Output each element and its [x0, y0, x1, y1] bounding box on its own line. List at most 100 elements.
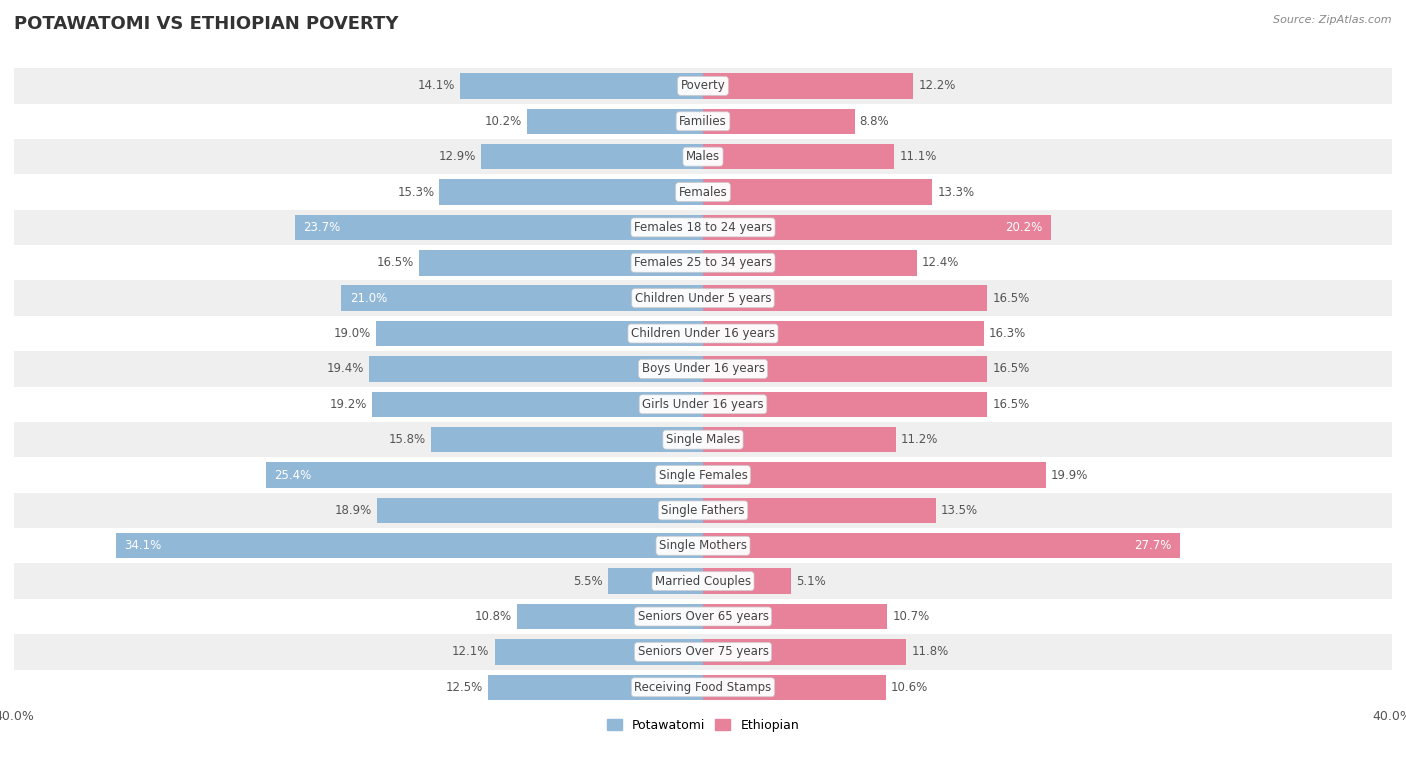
Text: 5.1%: 5.1%	[796, 575, 825, 587]
Text: Males: Males	[686, 150, 720, 163]
Text: 19.0%: 19.0%	[333, 327, 371, 340]
Bar	[14, 210, 1392, 245]
Bar	[527, 108, 703, 134]
Text: 16.5%: 16.5%	[377, 256, 413, 269]
Bar	[488, 675, 703, 700]
Bar	[14, 599, 1392, 634]
Bar	[703, 604, 887, 629]
Text: Poverty: Poverty	[681, 80, 725, 92]
Bar	[609, 568, 703, 594]
Bar	[342, 286, 703, 311]
Bar	[14, 104, 1392, 139]
Text: Females 18 to 24 years: Females 18 to 24 years	[634, 221, 772, 234]
Bar	[266, 462, 703, 487]
Legend: Potawatomi, Ethiopian: Potawatomi, Ethiopian	[602, 714, 804, 737]
Bar	[703, 533, 1180, 559]
Text: 13.3%: 13.3%	[938, 186, 974, 199]
Text: Families: Families	[679, 114, 727, 128]
Bar	[14, 245, 1392, 280]
Text: 10.7%: 10.7%	[893, 610, 929, 623]
Text: 11.2%: 11.2%	[901, 433, 938, 446]
Text: 5.5%: 5.5%	[574, 575, 603, 587]
Bar	[14, 351, 1392, 387]
Bar	[14, 316, 1392, 351]
Bar	[115, 533, 703, 559]
Text: 14.1%: 14.1%	[418, 80, 456, 92]
Bar	[481, 144, 703, 169]
Text: 12.2%: 12.2%	[918, 80, 956, 92]
Bar	[14, 387, 1392, 422]
Text: Single Mothers: Single Mothers	[659, 539, 747, 553]
Text: 11.1%: 11.1%	[900, 150, 936, 163]
Bar	[14, 457, 1392, 493]
Text: 34.1%: 34.1%	[124, 539, 162, 553]
Text: 10.8%: 10.8%	[475, 610, 512, 623]
Text: 19.4%: 19.4%	[326, 362, 364, 375]
Text: Children Under 5 years: Children Under 5 years	[634, 292, 772, 305]
Bar	[703, 639, 907, 665]
Bar	[14, 563, 1392, 599]
Bar	[419, 250, 703, 275]
Text: 10.2%: 10.2%	[485, 114, 522, 128]
Bar	[703, 356, 987, 381]
Text: 16.3%: 16.3%	[988, 327, 1026, 340]
Bar	[373, 392, 703, 417]
Bar	[430, 427, 703, 453]
Text: 23.7%: 23.7%	[304, 221, 340, 234]
Text: 8.8%: 8.8%	[859, 114, 890, 128]
Bar	[440, 180, 703, 205]
Text: 15.3%: 15.3%	[396, 186, 434, 199]
Bar	[14, 139, 1392, 174]
Text: Single Fathers: Single Fathers	[661, 504, 745, 517]
Text: 15.8%: 15.8%	[388, 433, 426, 446]
Bar	[703, 498, 935, 523]
Text: 10.6%: 10.6%	[891, 681, 928, 694]
Text: 12.9%: 12.9%	[439, 150, 475, 163]
Text: 20.2%: 20.2%	[1005, 221, 1042, 234]
Bar	[703, 180, 932, 205]
Text: 16.5%: 16.5%	[993, 362, 1029, 375]
Bar	[703, 250, 917, 275]
Text: 19.2%: 19.2%	[330, 398, 367, 411]
Bar	[375, 321, 703, 346]
Text: 12.5%: 12.5%	[446, 681, 482, 694]
Bar	[703, 675, 886, 700]
Bar	[368, 356, 703, 381]
Bar	[703, 74, 912, 99]
Bar	[703, 144, 894, 169]
Text: Females 25 to 34 years: Females 25 to 34 years	[634, 256, 772, 269]
Bar	[703, 286, 987, 311]
Text: 16.5%: 16.5%	[993, 292, 1029, 305]
Text: POTAWATOMI VS ETHIOPIAN POVERTY: POTAWATOMI VS ETHIOPIAN POVERTY	[14, 15, 398, 33]
Bar	[377, 498, 703, 523]
Bar	[703, 462, 1046, 487]
Text: 19.9%: 19.9%	[1050, 468, 1088, 481]
Bar	[460, 74, 703, 99]
Text: Seniors Over 75 years: Seniors Over 75 years	[637, 645, 769, 659]
Text: Single Males: Single Males	[666, 433, 740, 446]
Bar	[703, 568, 790, 594]
Text: Girls Under 16 years: Girls Under 16 years	[643, 398, 763, 411]
Text: 27.7%: 27.7%	[1135, 539, 1171, 553]
Text: Boys Under 16 years: Boys Under 16 years	[641, 362, 765, 375]
Text: 21.0%: 21.0%	[350, 292, 387, 305]
Text: Single Females: Single Females	[658, 468, 748, 481]
Bar	[14, 68, 1392, 104]
Bar	[14, 280, 1392, 316]
Text: 18.9%: 18.9%	[335, 504, 373, 517]
Bar	[703, 215, 1050, 240]
Bar	[14, 669, 1392, 705]
Bar	[703, 427, 896, 453]
Bar	[14, 174, 1392, 210]
Bar	[14, 528, 1392, 563]
Text: 13.5%: 13.5%	[941, 504, 977, 517]
Text: Females: Females	[679, 186, 727, 199]
Text: Receiving Food Stamps: Receiving Food Stamps	[634, 681, 772, 694]
Bar	[14, 493, 1392, 528]
Text: Source: ZipAtlas.com: Source: ZipAtlas.com	[1274, 15, 1392, 25]
Bar	[703, 392, 987, 417]
Text: Seniors Over 65 years: Seniors Over 65 years	[637, 610, 769, 623]
Bar	[703, 108, 855, 134]
Bar	[295, 215, 703, 240]
Text: 16.5%: 16.5%	[993, 398, 1029, 411]
